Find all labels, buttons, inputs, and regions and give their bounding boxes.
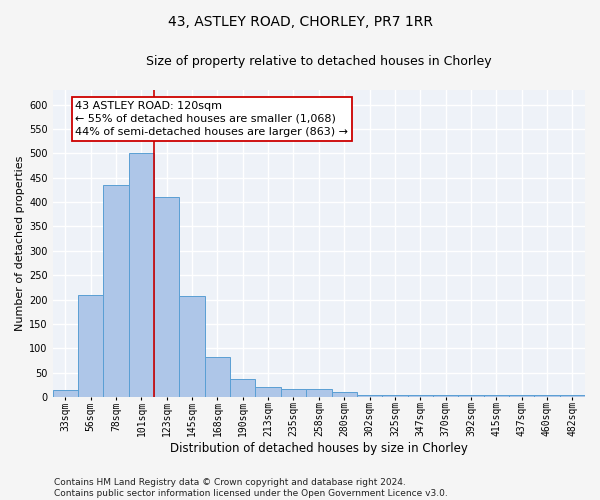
Bar [458, 394, 484, 397]
Bar [256, 388, 281, 397]
Bar [281, 388, 306, 397]
Bar [78, 294, 103, 397]
Bar [509, 394, 535, 397]
Bar [154, 197, 179, 397]
Bar [357, 394, 382, 397]
Text: Contains HM Land Registry data © Crown copyright and database right 2024.
Contai: Contains HM Land Registry data © Crown c… [54, 478, 448, 498]
Text: 43, ASTLEY ROAD, CHORLEY, PR7 1RR: 43, ASTLEY ROAD, CHORLEY, PR7 1RR [167, 15, 433, 29]
Bar [433, 394, 458, 397]
Bar [484, 394, 509, 397]
Bar [103, 185, 129, 397]
Bar [382, 394, 407, 397]
Bar [230, 379, 256, 397]
Y-axis label: Number of detached properties: Number of detached properties [15, 156, 25, 331]
Bar [53, 390, 78, 397]
Bar [560, 394, 585, 397]
Bar [205, 356, 230, 397]
Bar [535, 394, 560, 397]
Bar [129, 154, 154, 397]
Bar [179, 296, 205, 397]
Bar [332, 392, 357, 397]
Title: Size of property relative to detached houses in Chorley: Size of property relative to detached ho… [146, 55, 491, 68]
Bar [407, 394, 433, 397]
Bar [306, 388, 332, 397]
Text: 43 ASTLEY ROAD: 120sqm
← 55% of detached houses are smaller (1,068)
44% of semi-: 43 ASTLEY ROAD: 120sqm ← 55% of detached… [76, 100, 349, 137]
X-axis label: Distribution of detached houses by size in Chorley: Distribution of detached houses by size … [170, 442, 468, 455]
